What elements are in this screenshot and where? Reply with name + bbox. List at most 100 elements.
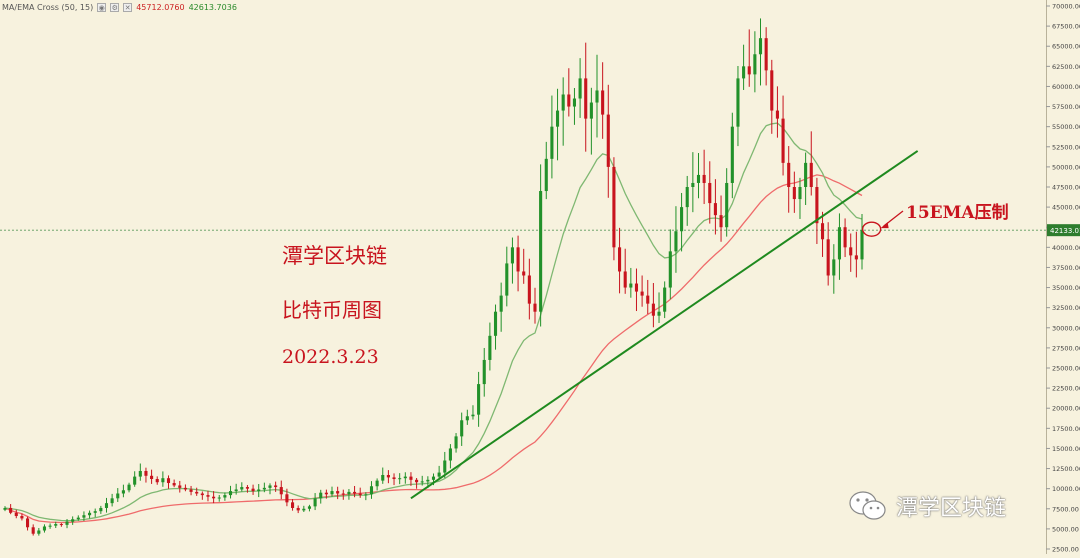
candle-body [195, 491, 199, 494]
candle-body [820, 223, 825, 240]
candle-body [133, 476, 137, 485]
candle-body [815, 187, 819, 224]
candle-body [668, 251, 672, 288]
candle-body [854, 255, 858, 260]
candle-body [736, 78, 740, 127]
candle-body [742, 66, 746, 79]
candle-body [454, 436, 458, 449]
candle-body [849, 247, 853, 256]
overlay-date: 2022.3.23 [282, 346, 379, 368]
close-icon[interactable]: ✕ [123, 3, 133, 12]
candle-body [324, 492, 328, 495]
candle-body [719, 215, 723, 228]
candle-body [212, 496, 216, 499]
candle-body [505, 263, 509, 296]
candle-body [792, 187, 796, 200]
candle-body [584, 78, 588, 119]
y-tick-label: 65000.00 [1052, 43, 1080, 51]
candle-body [104, 503, 109, 508]
candle-body [646, 295, 650, 304]
y-tick-label: 35000.00 [1052, 284, 1080, 292]
wechat-icon [849, 491, 886, 520]
candle-body [42, 526, 47, 531]
candle-body [37, 530, 41, 534]
candle-body [510, 247, 514, 264]
candle-body [88, 512, 92, 516]
candle-body [516, 247, 520, 272]
candle-body [758, 38, 763, 55]
y-tick-label: 27500.00 [1052, 344, 1080, 352]
candle-body [527, 275, 531, 304]
candle-body [606, 114, 610, 167]
candle-body [268, 485, 272, 488]
candle-body [482, 359, 486, 385]
highlight-circle [861, 221, 882, 237]
candle-body [488, 335, 492, 360]
candle-body [691, 182, 695, 187]
candle-body [189, 489, 193, 492]
y-tick-label: 37500.00 [1052, 264, 1080, 272]
y-tick-label: 32500.00 [1052, 304, 1080, 312]
candle-body [708, 182, 712, 204]
candle-body [121, 490, 125, 494]
y-tick-label: 57500.00 [1052, 103, 1080, 111]
candle-body [618, 247, 622, 272]
y-tick-label: 45000.00 [1052, 204, 1080, 212]
candle-body [381, 474, 385, 481]
candle-body [837, 227, 841, 260]
y-tick-label: 12500.00 [1052, 465, 1080, 473]
candle-body [730, 126, 734, 183]
candle-body [420, 481, 424, 483]
candle-body [522, 271, 526, 276]
candle-body [713, 203, 717, 216]
candle-body [561, 94, 565, 111]
candle-body [161, 478, 165, 483]
candle-body [572, 98, 577, 107]
candle-body [415, 479, 419, 483]
candle-body [392, 477, 396, 480]
indicator-legend: MA/EMA Cross (50, 15) ◉ ⚙ ✕ 45712.0760 4… [2, 1, 237, 14]
candle-body [623, 271, 627, 288]
candle-body [302, 508, 306, 511]
candle-body [138, 470, 142, 477]
candle-body [629, 283, 633, 288]
candle-body [228, 491, 233, 496]
candle-body [262, 487, 266, 490]
candle-body [804, 162, 808, 187]
candle-body [48, 525, 52, 527]
candle-body [166, 478, 171, 484]
y-tick-label: 55000.00 [1052, 123, 1080, 131]
candle-body [200, 493, 204, 496]
candle-body [9, 507, 13, 513]
candle-body [465, 416, 469, 421]
candle-body [448, 448, 452, 461]
candle-body [364, 494, 368, 496]
candle-body [612, 166, 616, 248]
y-tick-label: 22500.00 [1052, 385, 1080, 393]
candle-body [93, 511, 97, 513]
candle-body [539, 191, 543, 312]
candle-body [330, 491, 334, 495]
candle-body [274, 485, 278, 488]
candle-body [217, 497, 221, 499]
candle-body [550, 126, 554, 159]
y-tick-label: 15000.00 [1052, 445, 1080, 453]
candle-body [860, 230, 864, 260]
candle-body [183, 487, 187, 490]
eye-icon[interactable]: ◉ [97, 3, 107, 12]
y-tick-label: 62500.00 [1052, 63, 1080, 71]
candle-body [578, 78, 582, 99]
candle-body [245, 487, 249, 489]
candle-body [685, 187, 689, 208]
candle-body [223, 495, 227, 498]
candle-body [336, 491, 340, 494]
candle-body [832, 259, 836, 276]
candle-body [567, 94, 571, 107]
settings-icon[interactable]: ⚙ [110, 3, 120, 12]
candle-body [234, 489, 238, 492]
candle-body [155, 479, 159, 483]
candle-body [843, 227, 847, 248]
candle-body [431, 476, 436, 480]
